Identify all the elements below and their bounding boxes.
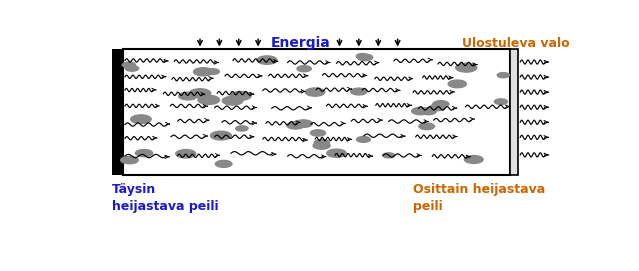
Circle shape bbox=[121, 156, 138, 164]
Circle shape bbox=[420, 108, 436, 115]
Circle shape bbox=[257, 56, 277, 64]
Circle shape bbox=[287, 122, 304, 129]
Text: Osittain heijastava: Osittain heijastava bbox=[413, 183, 545, 196]
Circle shape bbox=[176, 150, 196, 158]
Circle shape bbox=[497, 73, 509, 78]
Circle shape bbox=[210, 131, 231, 140]
Circle shape bbox=[135, 150, 153, 157]
Bar bbox=[112, 50, 123, 175]
Circle shape bbox=[198, 95, 219, 104]
Text: Ulostuleva valo: Ulostuleva valo bbox=[462, 37, 570, 50]
Bar bbox=[510, 50, 518, 175]
Circle shape bbox=[314, 140, 330, 146]
Circle shape bbox=[448, 80, 466, 88]
Circle shape bbox=[295, 120, 312, 127]
Circle shape bbox=[194, 68, 213, 76]
Circle shape bbox=[297, 66, 311, 72]
Circle shape bbox=[357, 137, 371, 142]
Circle shape bbox=[313, 142, 330, 149]
Bar bbox=[123, 50, 510, 175]
Circle shape bbox=[419, 123, 435, 130]
Circle shape bbox=[179, 92, 197, 100]
Circle shape bbox=[465, 156, 483, 163]
Circle shape bbox=[412, 107, 429, 115]
Circle shape bbox=[351, 88, 367, 95]
Text: Täysin: Täysin bbox=[112, 183, 156, 196]
Circle shape bbox=[456, 63, 477, 72]
Text: heijastava peili: heijastava peili bbox=[112, 200, 219, 213]
Circle shape bbox=[236, 126, 248, 131]
Circle shape bbox=[305, 88, 325, 96]
Circle shape bbox=[206, 69, 219, 75]
Circle shape bbox=[122, 62, 135, 68]
Circle shape bbox=[433, 101, 449, 107]
Text: Energia: Energia bbox=[271, 36, 330, 50]
Circle shape bbox=[231, 92, 251, 100]
Circle shape bbox=[383, 153, 395, 158]
Circle shape bbox=[430, 104, 445, 111]
Circle shape bbox=[311, 130, 325, 136]
Circle shape bbox=[357, 54, 373, 61]
Circle shape bbox=[190, 89, 211, 98]
Circle shape bbox=[495, 99, 507, 104]
Circle shape bbox=[215, 160, 232, 167]
Circle shape bbox=[327, 149, 346, 157]
Circle shape bbox=[125, 66, 139, 71]
Circle shape bbox=[357, 54, 369, 59]
Circle shape bbox=[222, 96, 243, 105]
Circle shape bbox=[130, 115, 151, 124]
Text: peili: peili bbox=[413, 200, 443, 213]
